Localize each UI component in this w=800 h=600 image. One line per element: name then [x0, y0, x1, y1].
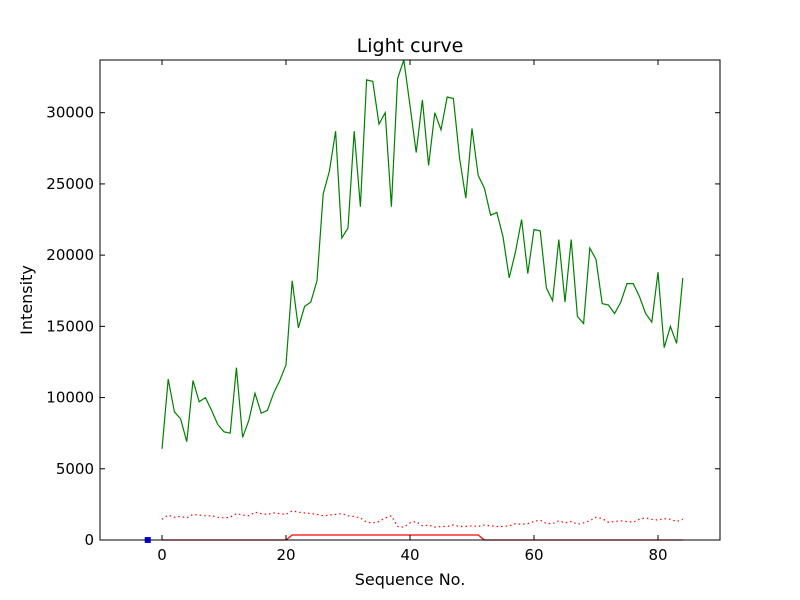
x-tick-label: 40	[400, 546, 419, 564]
y-tick-label: 10000	[46, 389, 94, 407]
y-tick-label: 25000	[46, 175, 94, 193]
series-line-1	[161, 59, 684, 449]
chart-title: Light curve	[357, 35, 464, 57]
y-tick-label: 0	[84, 531, 94, 549]
x-tick-label: 80	[648, 546, 667, 564]
ticks-layer: 0 20 40 60 80 0 5000 10000 15000 20000 25000 30000	[46, 60, 720, 564]
x-tick-label: 20	[276, 546, 295, 564]
series-line-2	[161, 510, 684, 528]
y-tick-label: 15000	[46, 317, 94, 335]
y-tick-label: 20000	[46, 246, 94, 264]
x-axis-title: Sequence No.	[355, 570, 466, 589]
x-tick-label: 0	[157, 546, 167, 564]
y-tick-label: 30000	[46, 104, 94, 122]
plot-area-frame	[99, 59, 721, 541]
y-tick-label: 5000	[56, 460, 94, 478]
y-axis-title: Intensity	[17, 265, 36, 335]
x-tick-label: 60	[524, 546, 543, 564]
